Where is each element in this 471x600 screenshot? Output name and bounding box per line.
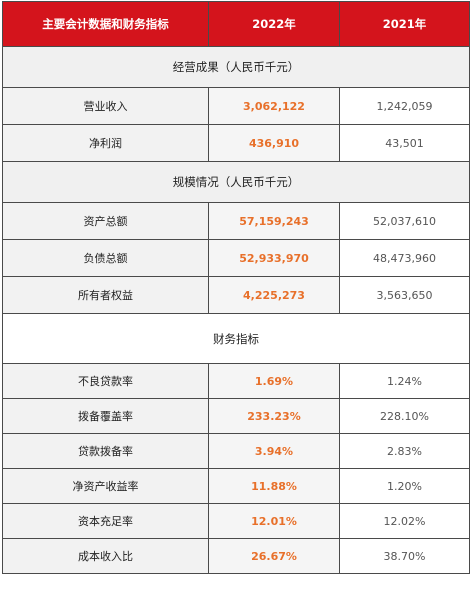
value-2021: 1.24%: [339, 363, 470, 399]
table-row: 贷款拨备率 3.94% 2.83%: [2, 433, 470, 469]
table-row: 净利润 436,910 43,501: [2, 124, 470, 162]
value-2022: 26.67%: [208, 538, 340, 574]
value-2021: 2.83%: [339, 433, 470, 469]
section-title-scale: 规模情况（人民币千元）: [2, 161, 470, 203]
row-label: 不良贷款率: [2, 363, 209, 399]
value-2022: 4,225,273: [208, 276, 340, 314]
value-2022: 3.94%: [208, 433, 340, 469]
row-label: 营业收入: [2, 87, 209, 125]
value-2021: 3,563,650: [339, 276, 470, 314]
table-row: 成本收入比 26.67% 38.70%: [2, 538, 470, 574]
row-label: 净资产收益率: [2, 468, 209, 504]
value-2021: 12.02%: [339, 503, 470, 539]
row-label: 资产总额: [2, 202, 209, 240]
table-row: 所有者权益 4,225,273 3,563,650: [2, 276, 470, 314]
value-2021: 38.70%: [339, 538, 470, 574]
row-label: 成本收入比: [2, 538, 209, 574]
value-2022: 233.23%: [208, 398, 340, 434]
value-2022: 57,159,243: [208, 202, 340, 240]
row-label: 负债总额: [2, 239, 209, 277]
value-2021: 1.20%: [339, 468, 470, 504]
table-row: 营业收入 3,062,122 1,242,059: [2, 87, 470, 125]
value-2021: 228.10%: [339, 398, 470, 434]
value-2022: 436,910: [208, 124, 340, 162]
table-header-row: 主要会计数据和财务指标 2022年 2021年: [2, 1, 470, 47]
value-2021: 43,501: [339, 124, 470, 162]
row-label: 拨备覆盖率: [2, 398, 209, 434]
header-year-2022: 2022年: [208, 1, 340, 47]
section-title-indicators: 财务指标: [2, 313, 470, 364]
section-row: 规模情况（人民币千元）: [2, 161, 470, 203]
table-row: 负债总额 52,933,970 48,473,960: [2, 239, 470, 277]
row-label: 所有者权益: [2, 276, 209, 314]
value-2022: 11.88%: [208, 468, 340, 504]
value-2022: 52,933,970: [208, 239, 340, 277]
row-label: 贷款拨备率: [2, 433, 209, 469]
value-2022: 12.01%: [208, 503, 340, 539]
value-2021: 1,242,059: [339, 87, 470, 125]
header-indicator: 主要会计数据和财务指标: [2, 1, 209, 47]
table-row: 资本充足率 12.01% 12.02%: [2, 503, 470, 539]
value-2021: 48,473,960: [339, 239, 470, 277]
section-row: 经营成果（人民币千元）: [2, 46, 470, 88]
section-row: 财务指标: [2, 313, 470, 364]
financial-data-table: 主要会计数据和财务指标 2022年 2021年 经营成果（人民币千元） 营业收入…: [2, 1, 470, 574]
header-year-2021: 2021年: [339, 1, 470, 47]
value-2022: 3,062,122: [208, 87, 340, 125]
table-row: 不良贷款率 1.69% 1.24%: [2, 363, 470, 399]
row-label: 净利润: [2, 124, 209, 162]
table-row: 拨备覆盖率 233.23% 228.10%: [2, 398, 470, 434]
value-2022: 1.69%: [208, 363, 340, 399]
table-row: 净资产收益率 11.88% 1.20%: [2, 468, 470, 504]
row-label: 资本充足率: [2, 503, 209, 539]
value-2021: 52,037,610: [339, 202, 470, 240]
table-row: 资产总额 57,159,243 52,037,610: [2, 202, 470, 240]
section-title-operating: 经营成果（人民币千元）: [2, 46, 470, 88]
